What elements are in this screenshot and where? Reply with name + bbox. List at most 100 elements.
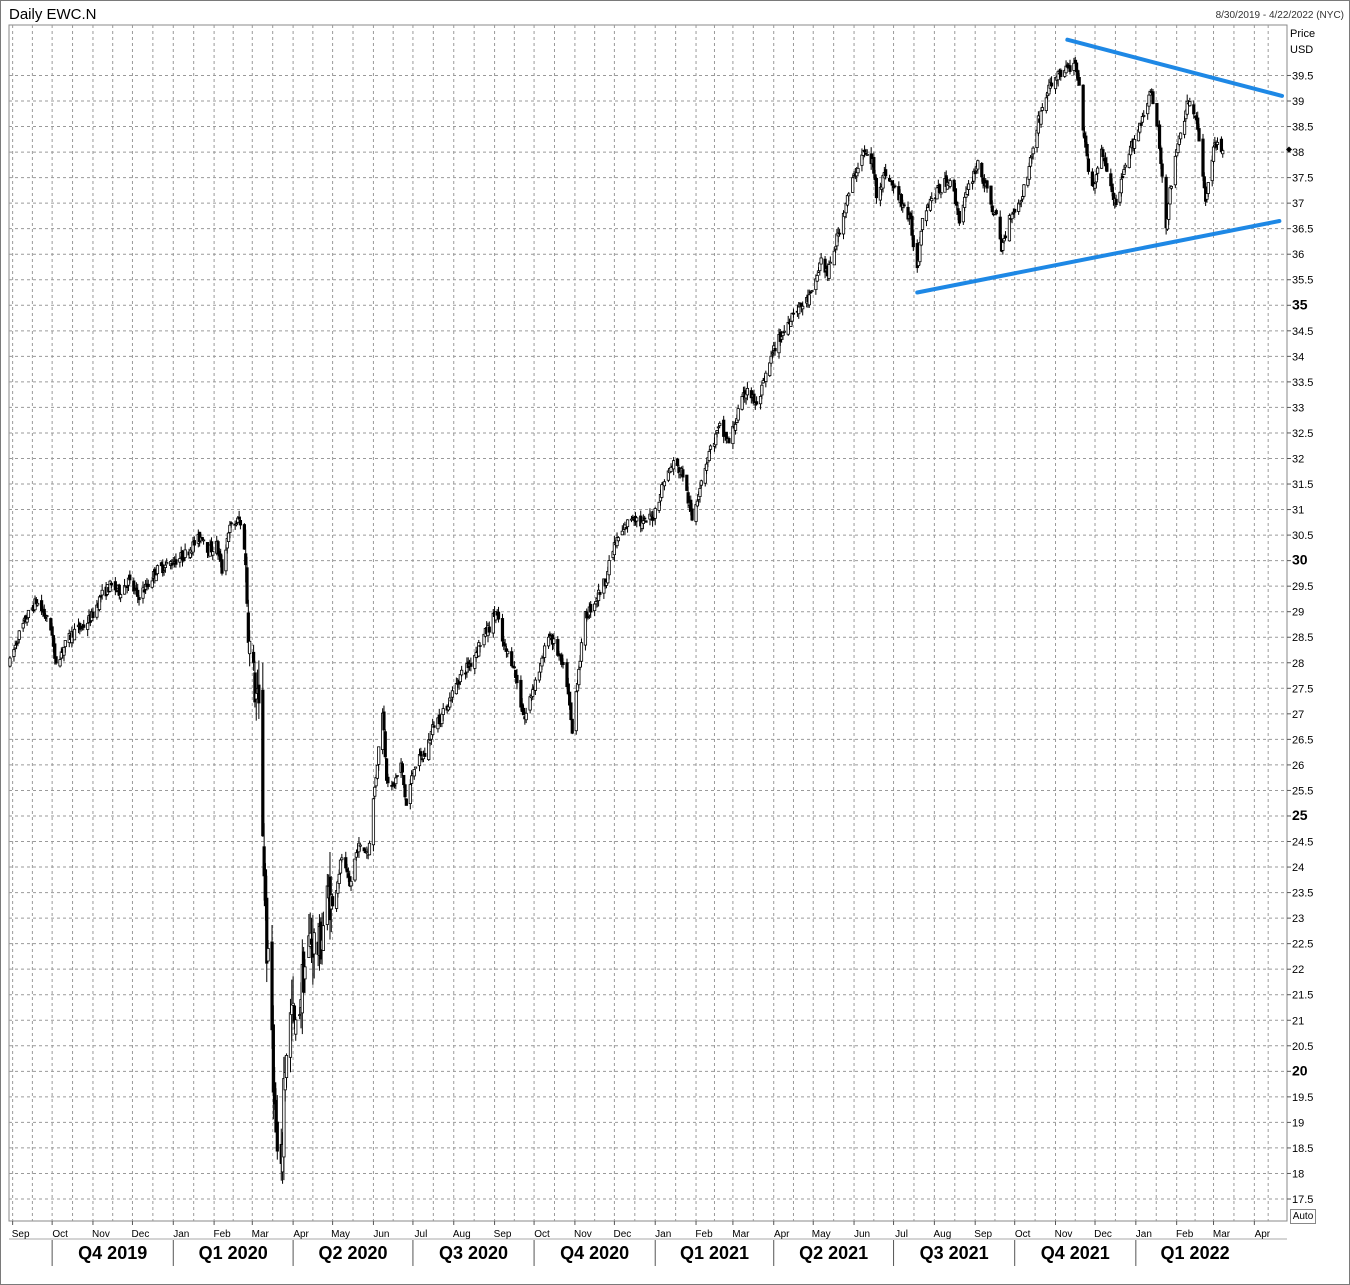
candle-body	[612, 542, 616, 556]
y-tick-label: 33.5	[1292, 377, 1313, 389]
candle-body	[1010, 213, 1014, 220]
candle-body	[1167, 203, 1171, 220]
candle-body	[408, 784, 412, 805]
candle-body	[690, 508, 694, 521]
y-tick-label: 35	[1292, 296, 1308, 312]
month-label: Mar	[1213, 1229, 1231, 1240]
candle-body	[358, 844, 362, 847]
candle-body	[569, 702, 573, 721]
candle-body	[469, 663, 473, 667]
candle-body	[985, 180, 989, 189]
y-tick-label: 30	[1292, 552, 1308, 568]
candle-body	[620, 530, 624, 536]
candle-body	[17, 630, 21, 640]
candle-body	[521, 707, 526, 716]
candle-body	[291, 1002, 295, 1006]
candle-body	[25, 618, 29, 623]
candle-body	[441, 708, 445, 715]
candle-body	[377, 746, 381, 765]
month-label: Jul	[415, 1229, 428, 1240]
candle-body	[764, 372, 768, 382]
candle-body	[938, 184, 942, 193]
y-tick-label: 32	[1292, 453, 1304, 465]
month-label: Jan	[173, 1229, 189, 1240]
candle-body	[699, 480, 703, 486]
candle-body	[86, 622, 90, 630]
candle-body	[644, 520, 648, 523]
month-label: Nov	[574, 1229, 592, 1240]
last-price-marker	[1286, 146, 1292, 153]
candle-body	[1081, 84, 1085, 131]
y-tick-label: 32.5	[1292, 428, 1313, 440]
candle-body	[122, 585, 127, 595]
candle-body	[8, 657, 12, 667]
quarter-label: Q4 2020	[560, 1243, 629, 1263]
candle-body	[685, 474, 689, 491]
month-label: Apr	[1255, 1229, 1271, 1240]
candle-body	[902, 204, 906, 207]
candle-body	[395, 775, 399, 777]
y-tick-label: 38	[1292, 147, 1304, 159]
candle-body	[423, 752, 427, 757]
month-label: Sep	[494, 1229, 512, 1240]
candle-body	[625, 519, 630, 528]
candle-body	[427, 739, 431, 760]
candle-body	[856, 167, 860, 174]
candle-body	[1096, 167, 1100, 174]
candle-body	[524, 712, 528, 721]
y-axis-ticks: 17.5 18 18.5 19 19.5 20 20.5 21 21.5 22 22.5 23 23.5…	[1287, 70, 1313, 1206]
candle-body	[460, 669, 464, 676]
candle-body	[211, 551, 215, 556]
currency-label: USD	[1290, 44, 1314, 56]
y-tick-label: 19.5	[1292, 1092, 1313, 1104]
candle-body	[973, 171, 977, 175]
candle-body	[1206, 182, 1210, 194]
candle-body	[432, 725, 436, 728]
candle-body	[837, 232, 842, 235]
month-label: May	[331, 1229, 350, 1240]
candle-body	[201, 539, 206, 542]
auto-scale-button[interactable]: Auto	[1290, 1209, 1316, 1224]
candle-body	[113, 581, 117, 591]
candle-body	[155, 565, 160, 575]
month-label: Jun	[854, 1229, 870, 1240]
y-tick-label: 29.5	[1292, 581, 1313, 593]
candle-body	[1031, 147, 1035, 155]
y-tick-label: 27	[1292, 709, 1304, 721]
candle-body	[1147, 94, 1151, 107]
y-tick-label: 31.5	[1292, 479, 1313, 491]
candle-body	[54, 656, 58, 664]
quarter-label: Q1 2020	[199, 1243, 268, 1263]
candle-body	[386, 776, 390, 784]
candle-body	[245, 567, 249, 604]
candle-body	[994, 210, 998, 215]
candle-body	[58, 659, 62, 667]
candle-body	[939, 192, 943, 195]
price-axis-label: Price	[1290, 28, 1316, 40]
candle-body	[722, 419, 726, 437]
candle-body	[1114, 198, 1118, 206]
candle-body	[574, 691, 578, 732]
candle-body	[367, 842, 372, 856]
quarter-label: Q2 2021	[799, 1243, 868, 1263]
candle-body	[704, 463, 709, 471]
y-tick-label: 27.5	[1292, 683, 1313, 695]
candle-body	[506, 650, 510, 655]
quarter-label: Q2 2020	[318, 1243, 387, 1263]
candle-body	[136, 589, 140, 597]
candle-body	[1132, 139, 1137, 149]
y-tick-label: 26.5	[1292, 734, 1313, 746]
candle-body	[410, 775, 414, 784]
candle-body	[487, 626, 491, 633]
candle-body	[163, 564, 167, 568]
candle-body	[1160, 163, 1164, 177]
candle-body	[154, 574, 158, 582]
trendline-lower	[915, 219, 1282, 295]
candle-body	[119, 594, 123, 599]
candle-body	[769, 355, 773, 364]
candle-body	[681, 469, 685, 478]
candle-body	[413, 766, 418, 769]
candle-body	[919, 230, 923, 246]
candle-body	[731, 425, 735, 445]
